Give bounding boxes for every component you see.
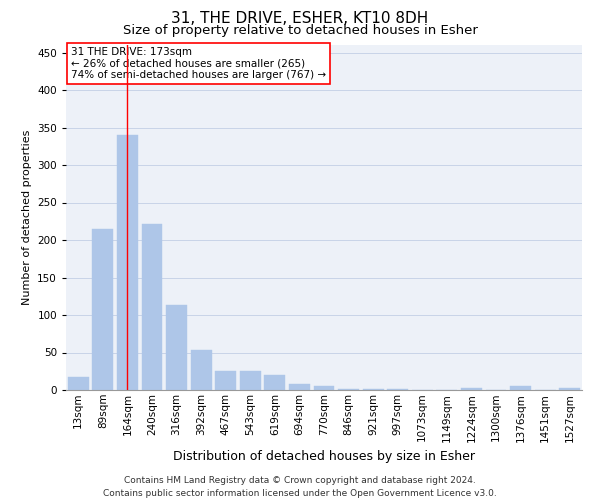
Bar — [559, 388, 580, 390]
Bar — [289, 384, 310, 390]
Bar — [191, 350, 212, 390]
Bar — [215, 370, 236, 390]
Text: Contains HM Land Registry data © Crown copyright and database right 2024.
Contai: Contains HM Land Registry data © Crown c… — [103, 476, 497, 498]
Bar — [240, 371, 261, 390]
Bar — [338, 388, 359, 390]
X-axis label: Distribution of detached houses by size in Esher: Distribution of detached houses by size … — [173, 450, 475, 463]
Bar — [166, 305, 187, 390]
Bar — [461, 388, 482, 390]
Text: 31 THE DRIVE: 173sqm
← 26% of detached houses are smaller (265)
74% of semi-deta: 31 THE DRIVE: 173sqm ← 26% of detached h… — [71, 46, 326, 80]
Bar — [510, 386, 531, 390]
Bar — [314, 386, 334, 390]
Bar — [387, 389, 408, 390]
Bar — [142, 224, 163, 390]
Bar — [68, 377, 89, 390]
Text: Size of property relative to detached houses in Esher: Size of property relative to detached ho… — [122, 24, 478, 37]
Bar — [265, 375, 286, 390]
Bar — [92, 229, 113, 390]
Bar — [117, 135, 138, 390]
Y-axis label: Number of detached properties: Number of detached properties — [22, 130, 32, 305]
Text: 31, THE DRIVE, ESHER, KT10 8DH: 31, THE DRIVE, ESHER, KT10 8DH — [172, 11, 428, 26]
Bar — [362, 389, 383, 390]
